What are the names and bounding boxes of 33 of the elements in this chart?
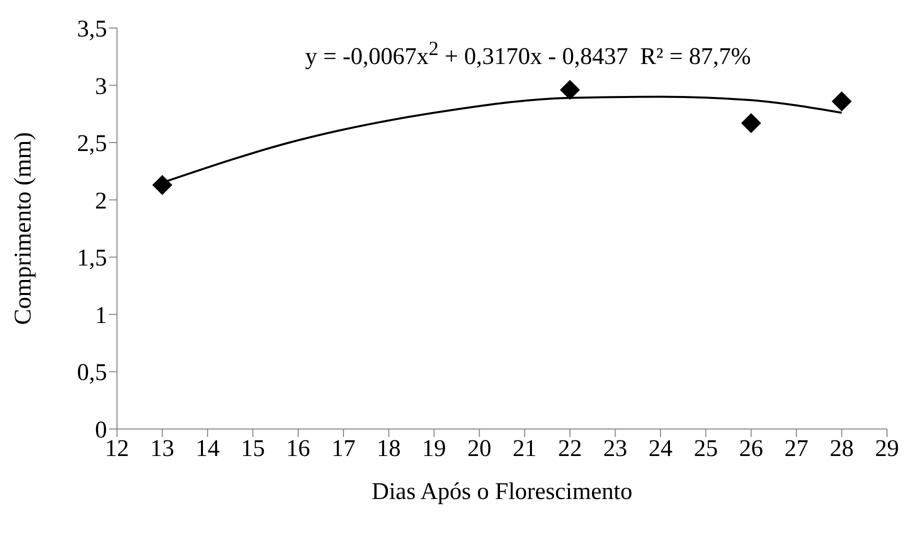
x-axis-title: Dias Após o Florescimento bbox=[372, 479, 632, 505]
y-tick-label: 0 bbox=[95, 418, 107, 444]
x-tick-label: 16 bbox=[286, 436, 310, 462]
x-tick-label: 22 bbox=[558, 436, 582, 462]
y-tick-label: 3 bbox=[95, 74, 107, 100]
x-tick-label: 21 bbox=[512, 436, 537, 462]
point bbox=[560, 80, 580, 100]
x-tick-label: 29 bbox=[875, 436, 899, 462]
y-tick-label: 2 bbox=[95, 188, 107, 214]
x-tick-label: 12 bbox=[105, 436, 129, 462]
y-tick-label: 1 bbox=[95, 302, 107, 329]
y-tick-label: 3,5 bbox=[77, 16, 107, 43]
point bbox=[152, 174, 172, 195]
y-tick-label: 2,5 bbox=[77, 131, 107, 158]
x-tick-label: 13 bbox=[150, 436, 174, 462]
x-tick-label: 23 bbox=[603, 436, 628, 462]
point bbox=[832, 91, 852, 112]
x-tick-label: 24 bbox=[648, 436, 673, 462]
x-tick-label: 20 bbox=[467, 436, 492, 462]
y-tick-label: 1,5 bbox=[77, 246, 107, 272]
point bbox=[741, 113, 762, 134]
y-axis-title: Comprimento (mm) bbox=[10, 132, 37, 325]
x-tick-label: 15 bbox=[240, 436, 265, 462]
annotation: y = -0,0067x$^{2}$ + 0,3170x - 0,8437 R² = 87,7% bbox=[304, 38, 752, 71]
x-tick-label: 26 bbox=[739, 436, 764, 462]
x-tick-label: 27 bbox=[784, 436, 808, 462]
x-tick-label: 19 bbox=[422, 436, 446, 462]
x-tick-label: 14 bbox=[196, 436, 220, 462]
x-tick-label: 17 bbox=[331, 436, 356, 462]
y-tick-label: 0,5 bbox=[77, 360, 107, 386]
x-tick-label: 18 bbox=[376, 436, 401, 462]
x-tick-label: 28 bbox=[830, 436, 854, 462]
x-tick-label: 25 bbox=[694, 436, 718, 462]
